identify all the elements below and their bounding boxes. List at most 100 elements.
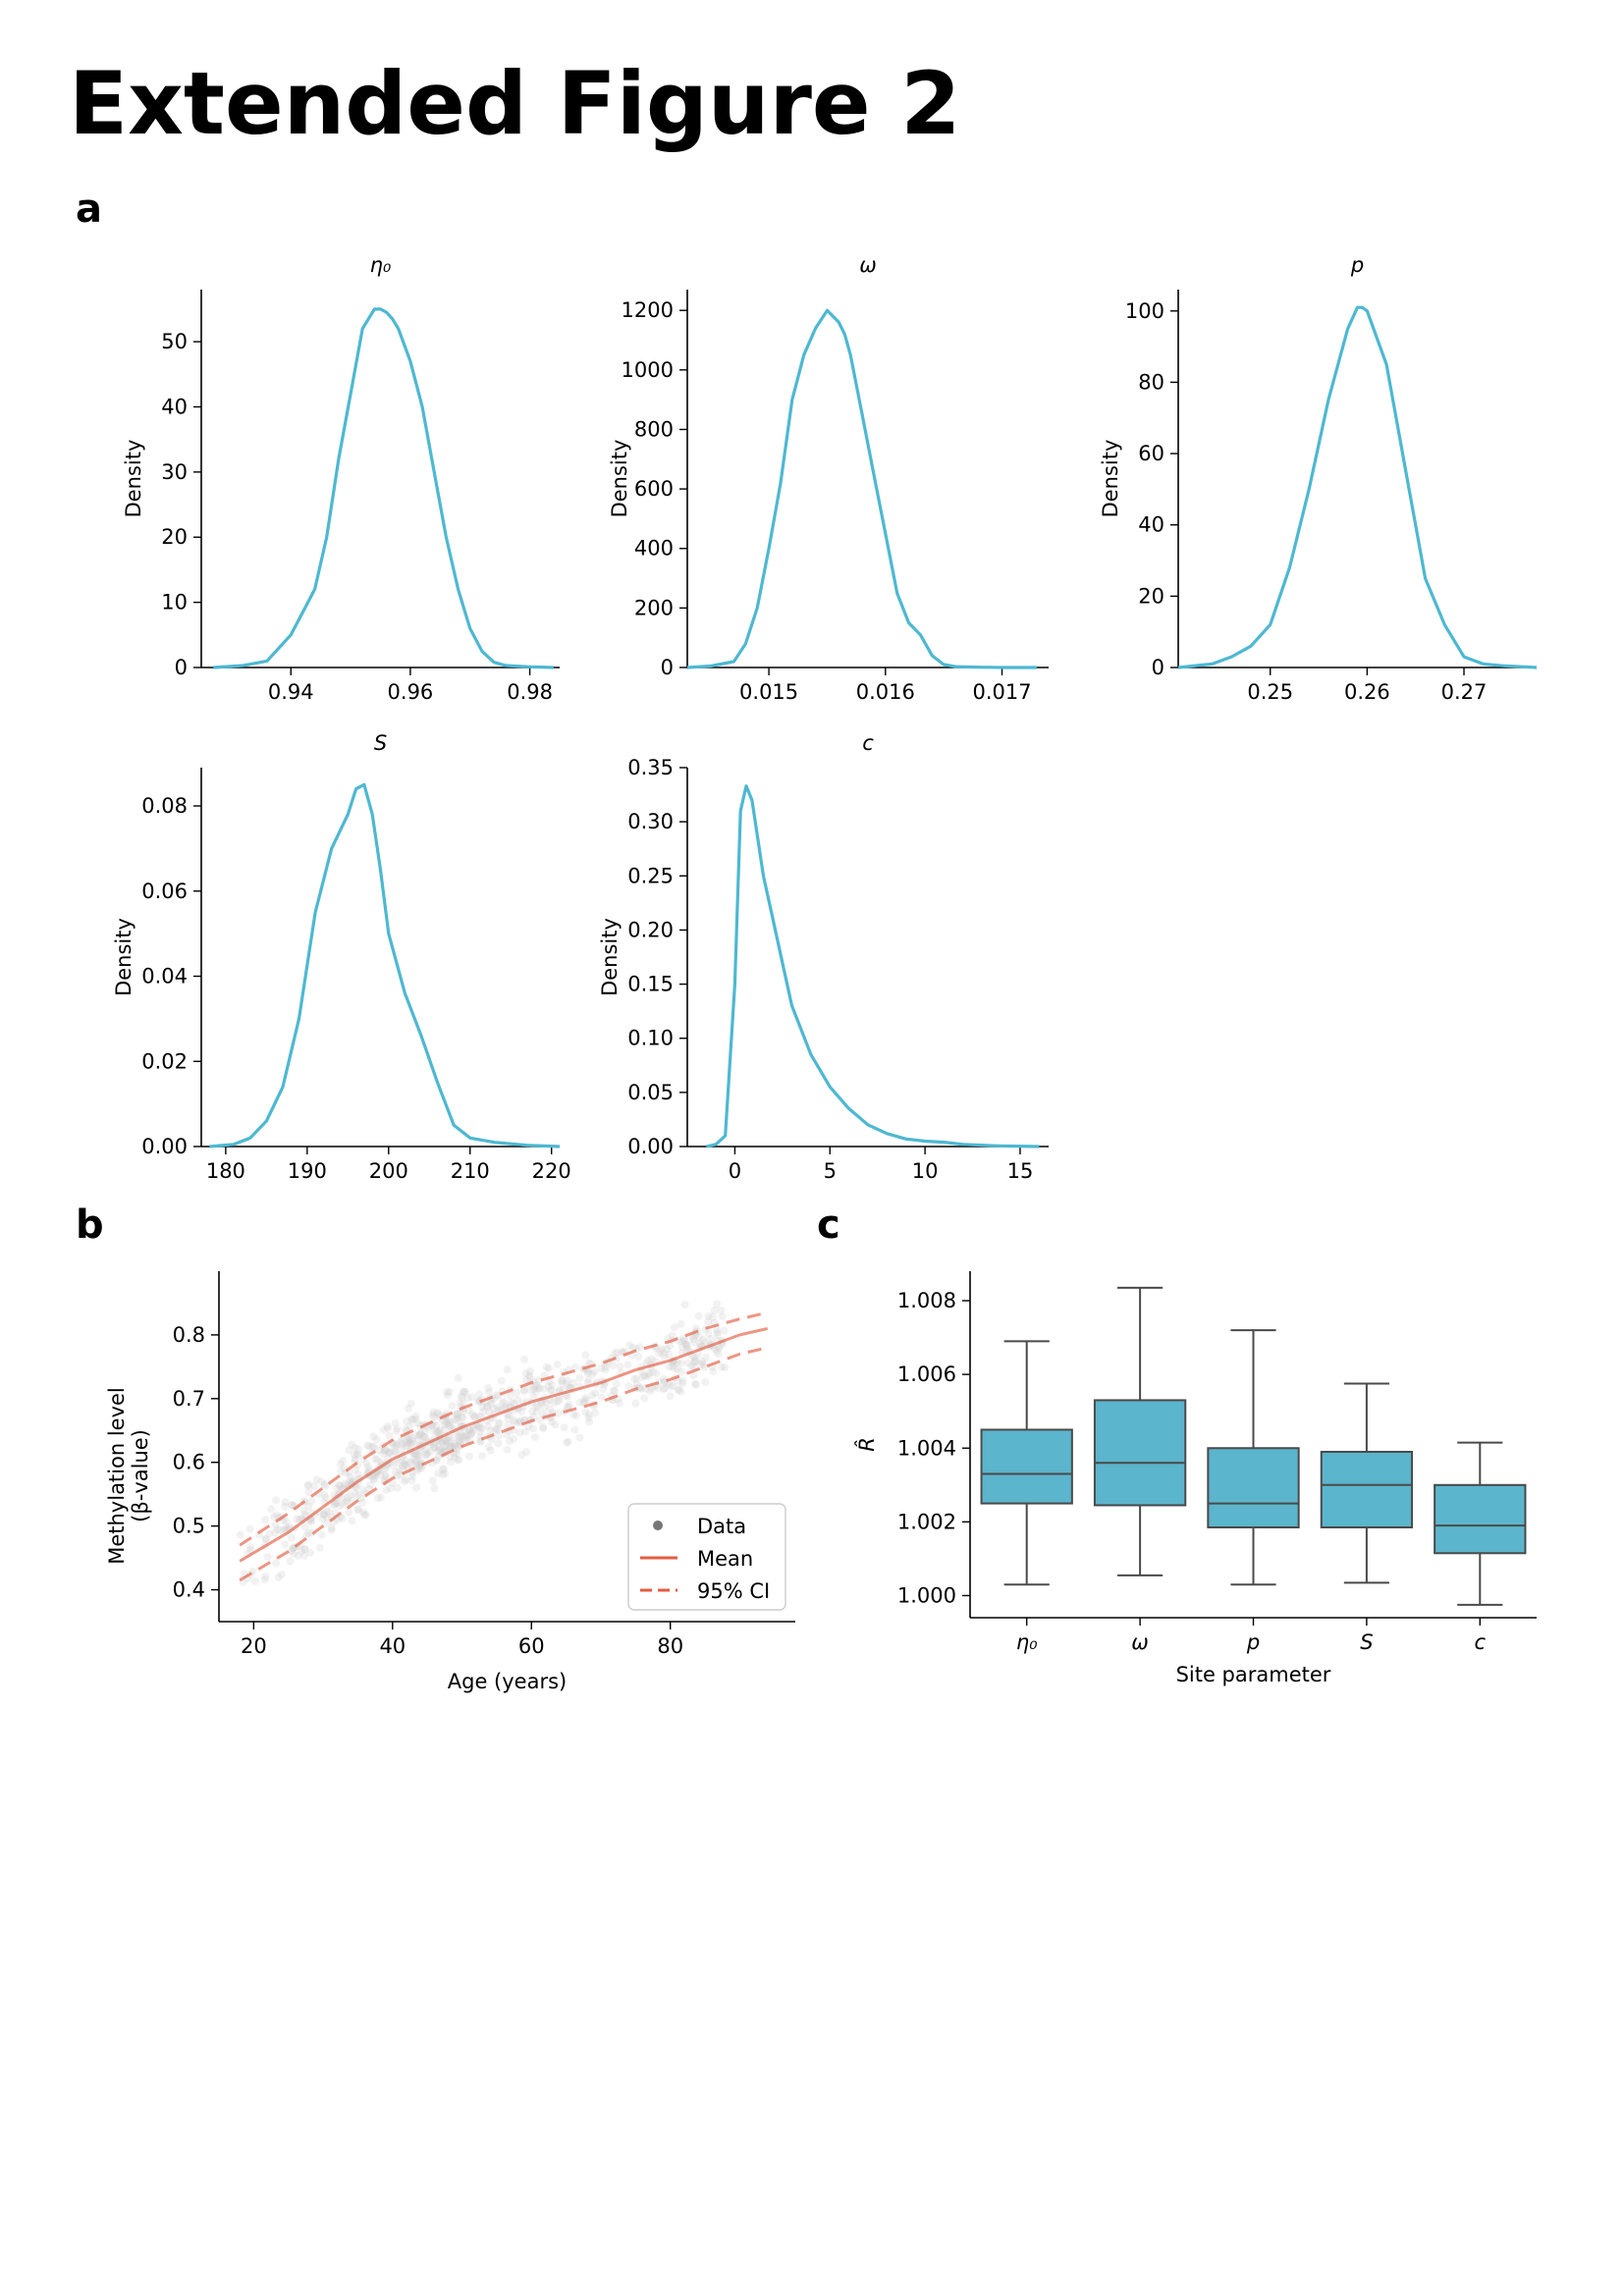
data-point <box>486 1426 495 1435</box>
data-point <box>315 1543 324 1552</box>
data-point <box>460 1387 468 1396</box>
y-tick-label: 0.20 <box>627 918 674 941</box>
data-point <box>430 1443 439 1452</box>
data-point <box>399 1462 407 1470</box>
y-axis-label: Density <box>112 918 135 996</box>
data-point <box>407 1476 416 1485</box>
data-point <box>245 1524 254 1533</box>
data-point <box>426 1447 435 1456</box>
data-point <box>691 1379 699 1388</box>
y-tick-label: 0.35 <box>627 756 674 779</box>
y-tick-label: 1.004 <box>897 1436 956 1460</box>
data-point <box>563 1438 570 1447</box>
data-point <box>382 1486 391 1495</box>
data-point <box>430 1427 439 1436</box>
x-tick-label: 210 <box>451 1159 490 1183</box>
data-point <box>422 1451 431 1460</box>
data-point <box>299 1506 308 1515</box>
data-point <box>532 1401 541 1410</box>
data-point <box>484 1443 493 1451</box>
data-point <box>389 1461 398 1469</box>
data-point <box>494 1425 503 1434</box>
data-point <box>338 1515 347 1522</box>
data-point <box>681 1341 690 1350</box>
data-point <box>550 1399 559 1408</box>
data-point <box>579 1397 588 1406</box>
data-point <box>666 1342 675 1351</box>
data-point <box>413 1451 422 1459</box>
data-point <box>634 1384 643 1393</box>
data-point <box>267 1505 276 1514</box>
data-point <box>624 1382 633 1391</box>
data-point <box>659 1385 668 1394</box>
data-point <box>250 1576 259 1585</box>
data-point <box>414 1452 423 1460</box>
data-point <box>629 1374 638 1383</box>
data-point <box>463 1394 471 1403</box>
data-point <box>462 1435 470 1444</box>
panel-label-b: b <box>76 1202 104 1248</box>
data-point <box>465 1452 473 1461</box>
data-point <box>441 1469 450 1477</box>
density-curve <box>686 308 1038 669</box>
data-point <box>331 1499 339 1508</box>
data-point <box>602 1362 611 1371</box>
data-point <box>408 1455 417 1464</box>
y-tick-label: 1.002 <box>897 1510 956 1533</box>
data-point <box>649 1367 658 1376</box>
x-tick-label: 60 <box>518 1634 545 1658</box>
data-point <box>411 1458 420 1467</box>
data-point <box>337 1468 346 1476</box>
x-tick-label: 10 <box>912 1159 939 1183</box>
data-point <box>474 1397 483 1406</box>
data-point <box>414 1436 422 1445</box>
y-tick-label: 40 <box>161 395 188 418</box>
box-2 <box>1207 1329 1300 1586</box>
data-point <box>343 1497 352 1506</box>
data-point <box>465 1425 474 1434</box>
x-tick-label: 20 <box>241 1634 267 1658</box>
data-point <box>433 1447 442 1456</box>
data-point <box>444 1437 453 1446</box>
y-tick-label: 0.08 <box>141 794 188 818</box>
y-tick-label: 0.5 <box>173 1515 205 1538</box>
data-point <box>286 1557 295 1566</box>
data-point <box>342 1498 351 1507</box>
data-point <box>450 1441 459 1450</box>
data-point <box>423 1449 432 1458</box>
y-tick-label: 50 <box>161 330 188 353</box>
legend-entry: 95% CI <box>697 1579 770 1603</box>
data-point <box>391 1418 400 1427</box>
y-tick-label: 200 <box>634 596 674 619</box>
data-point <box>696 1361 705 1368</box>
data-point <box>474 1412 483 1420</box>
data-point <box>432 1456 441 1465</box>
data-point <box>698 1358 706 1365</box>
data-point <box>444 1415 453 1423</box>
data-point <box>345 1446 353 1455</box>
data-point <box>720 1326 729 1335</box>
data-point <box>343 1493 352 1502</box>
data-point <box>321 1481 330 1490</box>
data-point <box>322 1513 331 1522</box>
data-point <box>542 1362 551 1371</box>
data-point <box>485 1408 494 1416</box>
data-point <box>539 1384 548 1393</box>
data-point <box>701 1377 710 1386</box>
data-point <box>584 1414 593 1422</box>
data-point <box>354 1445 362 1454</box>
data-point <box>413 1467 421 1475</box>
data-point <box>691 1356 700 1364</box>
y-axis-label: Density <box>598 918 622 996</box>
y-tick-label: 0.10 <box>627 1027 674 1050</box>
legend-box <box>627 1503 786 1611</box>
data-point <box>288 1501 297 1510</box>
data-point <box>320 1490 329 1499</box>
data-point <box>271 1521 280 1529</box>
data-point <box>277 1571 286 1579</box>
data-point <box>665 1362 674 1371</box>
y-axis-label: R̂ <box>854 1437 879 1452</box>
data-point <box>470 1413 479 1421</box>
data-point <box>261 1535 270 1544</box>
data-point <box>478 1403 487 1412</box>
